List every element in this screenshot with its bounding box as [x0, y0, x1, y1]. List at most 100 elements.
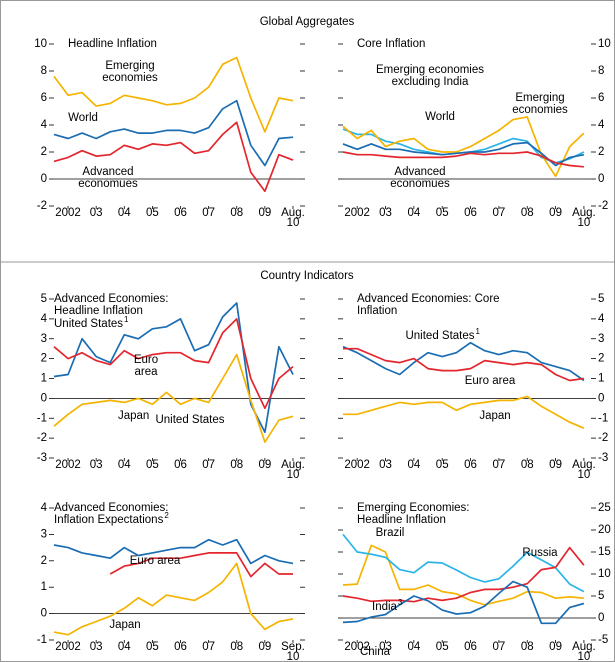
y-tick-label: 0	[598, 392, 604, 404]
series-label: Emerging economies	[376, 64, 484, 76]
panel-title: Inflation	[357, 305, 397, 317]
y-tick-label: 0	[41, 392, 47, 404]
x-tick-label: 2002	[55, 459, 81, 471]
series-line	[342, 533, 585, 593]
y-tick-label: -2	[37, 200, 47, 212]
title-note: 2	[164, 511, 169, 520]
y-tick-label: -1	[598, 412, 608, 424]
series-label: Japan	[109, 619, 140, 631]
y-tick-label: 4	[598, 313, 605, 325]
series-line	[53, 353, 294, 443]
y-tick-label: 5	[598, 590, 604, 602]
series-line	[53, 318, 294, 410]
series-label: United States	[54, 318, 123, 330]
y-tick-label: 3	[598, 333, 604, 345]
x-tick-label: 10	[287, 469, 300, 481]
panel-title: Advanced Economies:	[54, 293, 168, 305]
section-title: Country Indicators	[260, 270, 354, 282]
y-tick-label: 3	[41, 528, 47, 540]
y-tick-label: 2	[598, 146, 604, 158]
x-tick-label: 08	[230, 641, 243, 653]
x-tick-label: 04	[407, 459, 420, 471]
series-label: Japan	[118, 410, 149, 422]
x-tick-label: 07	[202, 207, 215, 219]
x-tick-label: 2002	[344, 459, 370, 471]
series-label: economues	[390, 178, 450, 190]
series-label: Russia	[522, 547, 558, 559]
series-line	[342, 141, 585, 167]
x-tick-label: 10	[287, 217, 300, 229]
x-tick-label: Sep.	[281, 641, 305, 653]
y-tick-label: 2	[598, 353, 604, 365]
series-label: Euro area	[130, 555, 181, 567]
x-tick-label: 04	[407, 641, 420, 653]
series-label: Brazil	[376, 527, 405, 539]
y-tick-label: -2	[598, 432, 608, 444]
y-tick-label: -1	[37, 634, 47, 646]
x-tick-label: 05	[146, 459, 159, 471]
y-tick-label: 6	[41, 92, 47, 104]
x-tick-label: 2002	[344, 207, 370, 219]
series-line	[53, 99, 294, 167]
section-title: Global Aggregates	[260, 16, 355, 28]
y-tick-label: 4	[598, 119, 605, 131]
y-tick-label: 25	[598, 502, 611, 514]
x-tick-label: 03	[379, 641, 392, 653]
x-tick-label: 06	[174, 641, 187, 653]
y-tick-label: 3	[41, 333, 47, 345]
x-tick-label: Aug.	[572, 641, 596, 653]
x-tick-label: 07	[492, 459, 505, 471]
x-tick-label: 10	[578, 651, 591, 662]
x-tick-label: Aug.	[281, 207, 305, 219]
y-tick-label: 10	[598, 38, 611, 50]
series-label: Advanced	[394, 166, 445, 178]
series-note: 3	[398, 598, 403, 607]
series-label: Euro	[134, 354, 158, 366]
y-tick-label: 10	[34, 38, 47, 50]
panel-title: Emerging Economies:	[357, 502, 470, 514]
x-tick-label: 08	[230, 207, 243, 219]
x-tick-label: 03	[90, 207, 103, 219]
x-tick-label: 04	[118, 459, 131, 471]
x-tick-label: 06	[174, 459, 187, 471]
series-label: India	[372, 601, 398, 613]
panel-title: Core Inflation	[357, 38, 425, 50]
series-line	[53, 56, 294, 133]
series-label: Emerging	[105, 60, 154, 72]
x-tick-label: 05	[436, 641, 449, 653]
x-tick-label: 10	[578, 217, 591, 229]
y-tick-label: -1	[37, 412, 47, 424]
series-label: United States	[405, 330, 474, 342]
x-tick-label: 08	[521, 459, 534, 471]
y-tick-label: 6	[598, 92, 604, 104]
x-tick-label: 09	[549, 641, 562, 653]
y-tick-label: 0	[598, 612, 604, 624]
y-tick-label: 1	[598, 373, 604, 385]
x-tick-label: 06	[174, 207, 187, 219]
x-tick-label: 2002	[55, 207, 81, 219]
panel-title: Headline Inflation	[357, 514, 446, 526]
x-tick-label: 10	[287, 651, 300, 662]
series-note: 1	[124, 315, 129, 324]
y-tick-label: 4	[41, 119, 48, 131]
x-tick-label: 09	[258, 459, 271, 471]
series-label: World	[68, 112, 98, 124]
x-tick-label: 09	[258, 641, 271, 653]
series-label: Euro area	[465, 375, 516, 387]
x-tick-label: 05	[436, 459, 449, 471]
x-tick-label: 06	[464, 207, 477, 219]
x-tick-label: 03	[90, 459, 103, 471]
panel-title: Inflation Expectations	[54, 514, 164, 526]
panel-title: Headline Inflation	[68, 38, 157, 50]
panel-title: Advanced Economies: Core	[357, 293, 500, 305]
y-tick-label: 1	[41, 581, 47, 593]
x-tick-label: 05	[146, 641, 159, 653]
x-tick-label: 07	[202, 641, 215, 653]
x-tick-label: 04	[407, 207, 420, 219]
x-tick-label: 06	[464, 459, 477, 471]
series-line	[342, 546, 585, 603]
y-tick-label: 0	[41, 608, 47, 620]
x-tick-label: 08	[230, 459, 243, 471]
y-tick-label: 10	[598, 568, 611, 580]
